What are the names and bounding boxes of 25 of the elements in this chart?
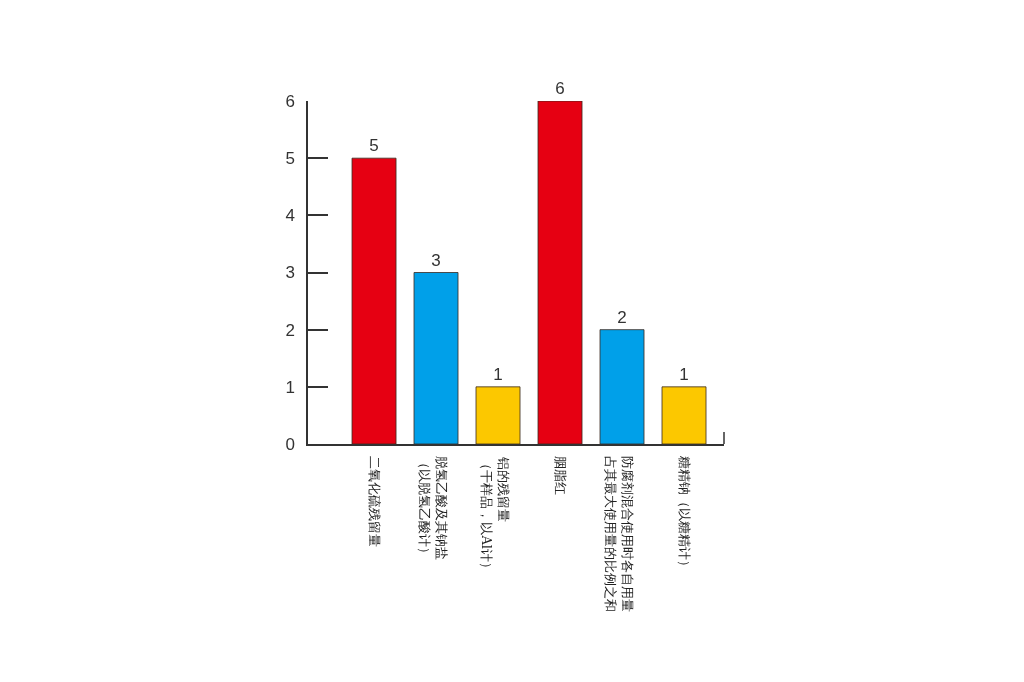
y-tick-label: 1 [285, 377, 295, 397]
bar [661, 386, 707, 444]
x-tick-label: 二氧化硫残留量 [366, 456, 382, 548]
data-label: 5 [369, 136, 379, 156]
x-tick-label: 防腐剂混合使用时各自用量占其最大使用量的比例之和 [603, 455, 636, 612]
data-label: 3 [431, 250, 441, 270]
x-tick-label: 铝的残留量（干样品，以Al计） [478, 456, 511, 576]
data-label: 1 [493, 364, 503, 384]
data-label: 1 [679, 364, 689, 384]
x-tick-label: 脱氢乙酸及其钠盐（以脱氢乙酸计） [417, 455, 450, 560]
y-tick-label: 4 [285, 206, 295, 226]
y-tick-label: 2 [285, 320, 295, 340]
bar [599, 329, 645, 444]
bar [413, 272, 459, 444]
bar [537, 101, 583, 444]
y-tick-label: 3 [285, 263, 295, 283]
data-label: 2 [617, 307, 627, 327]
data-label: 6 [555, 79, 565, 98]
x-tick-label: 糖精钠（以糖精计） [676, 456, 692, 574]
x-tick-label: 胭脂红 [552, 456, 568, 496]
bar [351, 157, 397, 444]
y-tick-label: 6 [285, 91, 295, 111]
y-tick-label: 5 [285, 149, 295, 169]
bar [475, 386, 521, 444]
y-tick-label: 0 [285, 434, 295, 454]
